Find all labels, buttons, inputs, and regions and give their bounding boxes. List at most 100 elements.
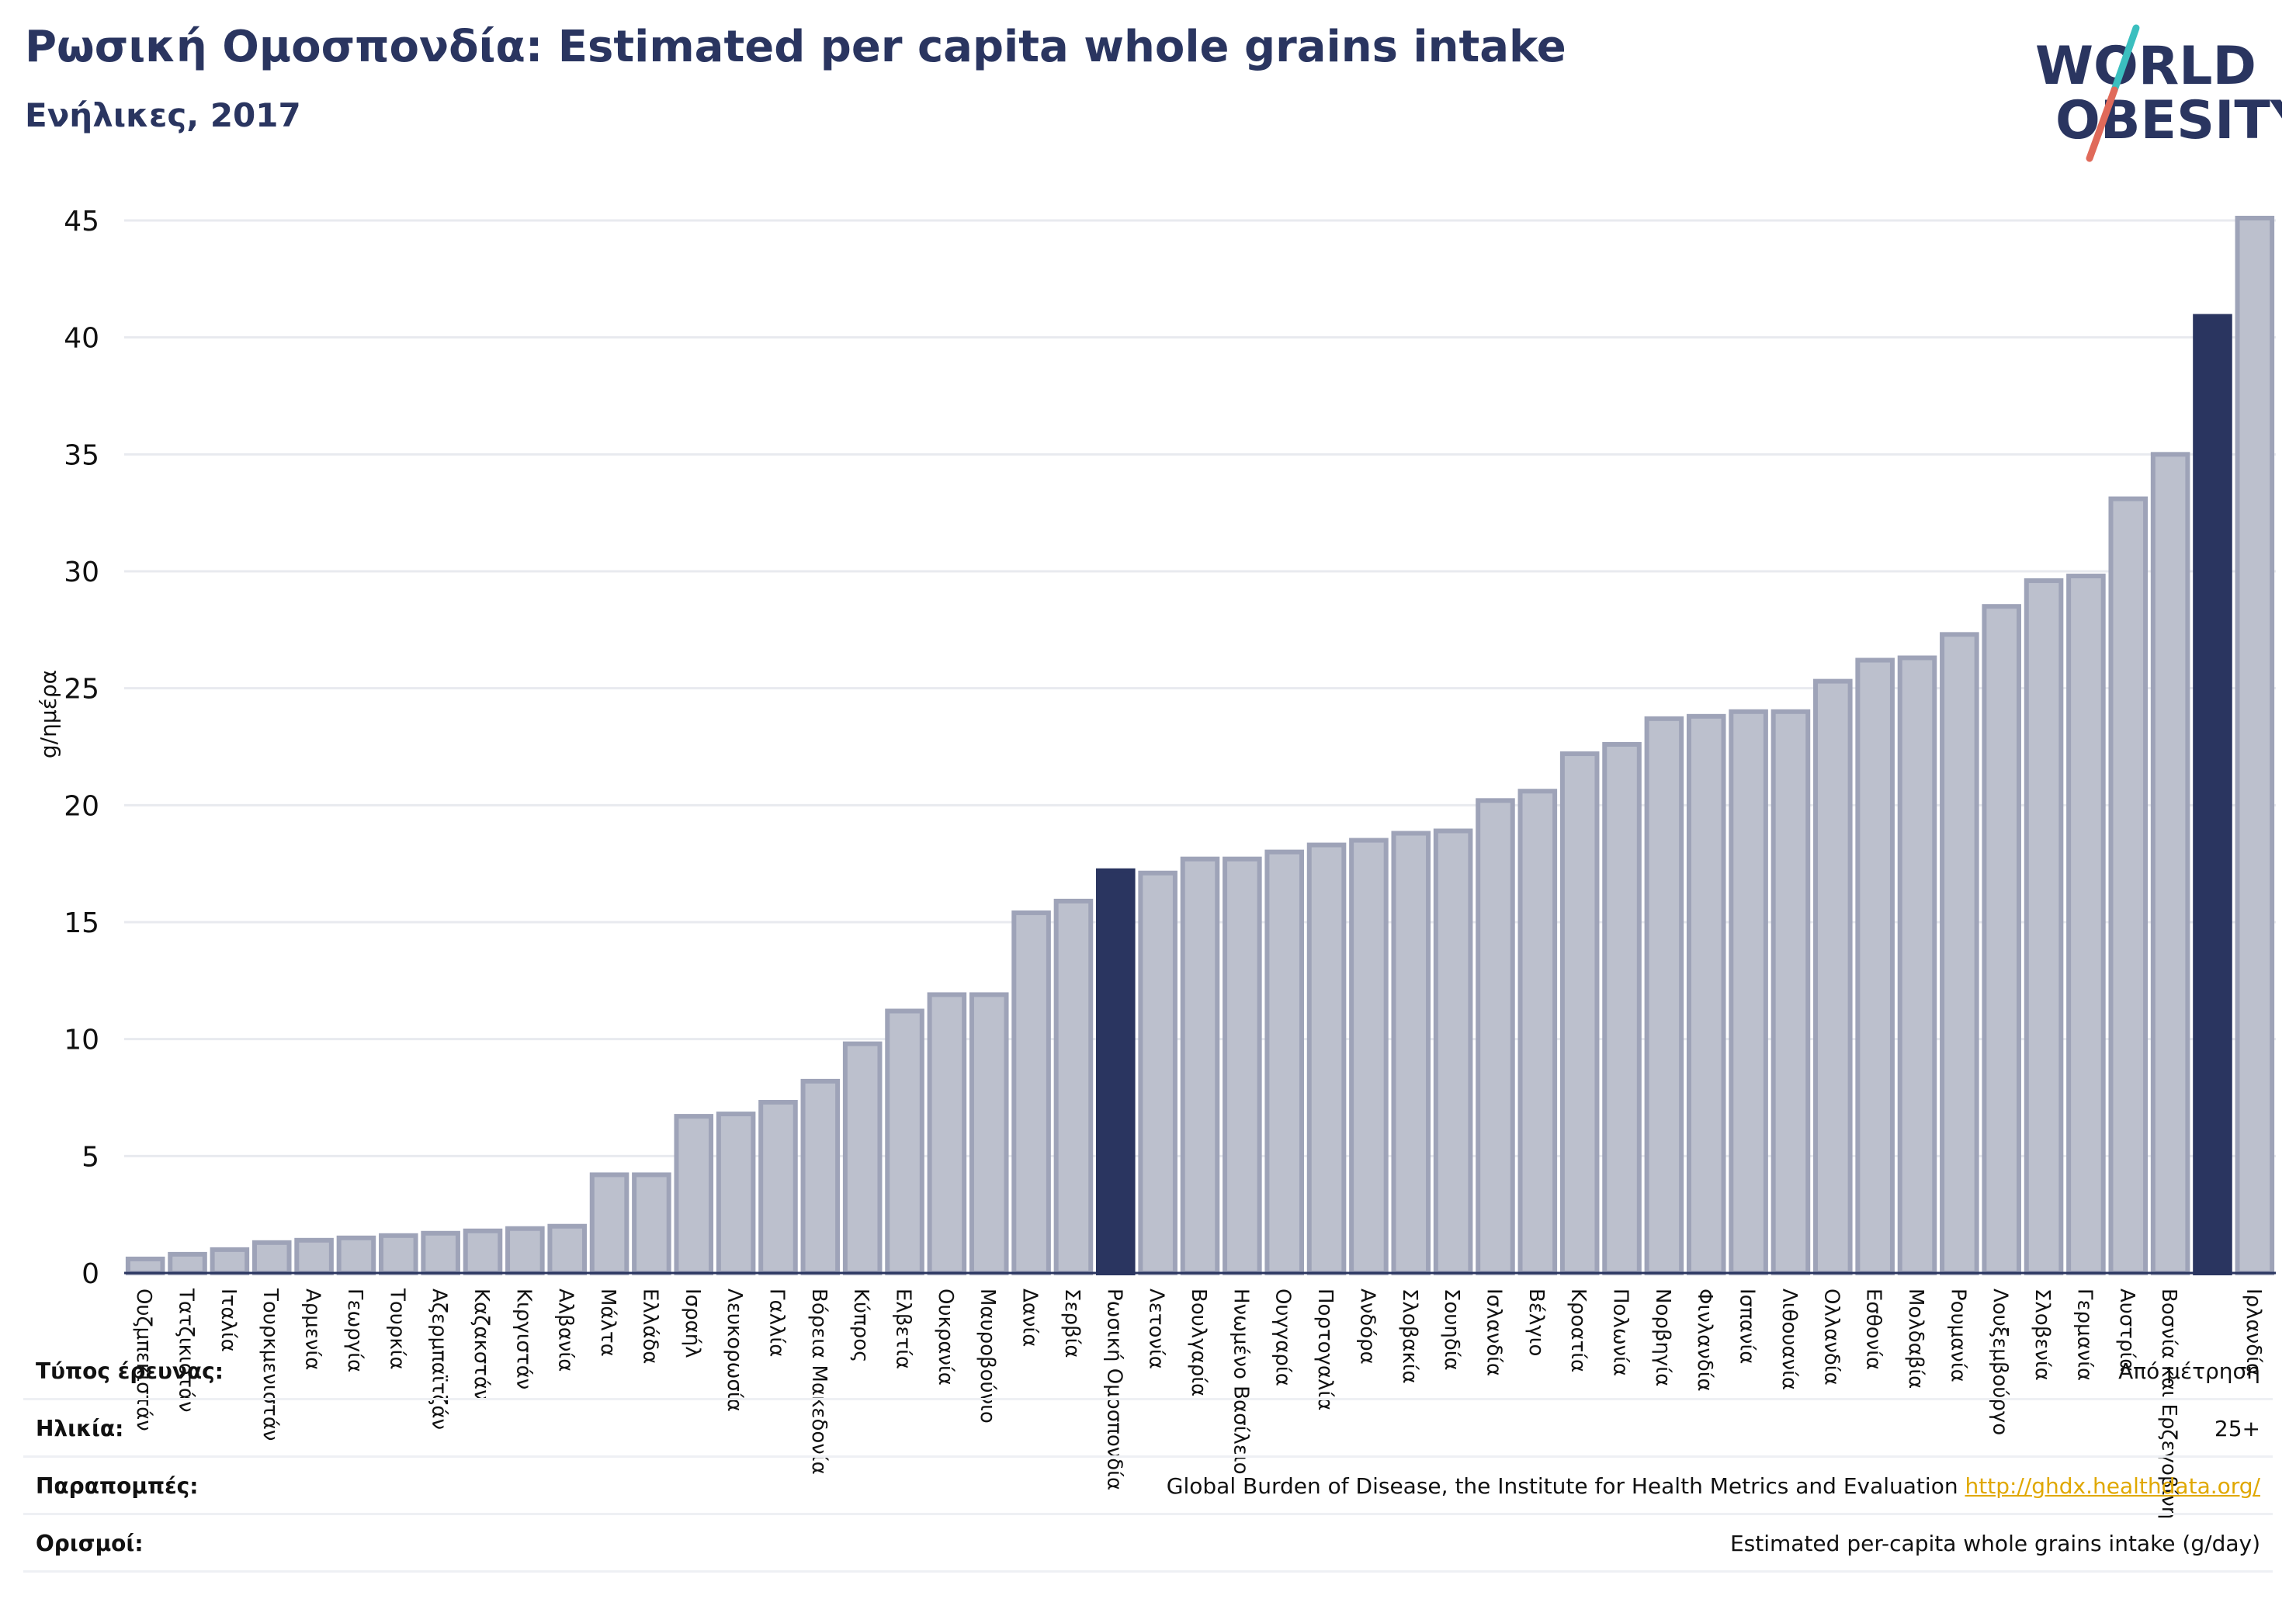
bar — [210, 1247, 250, 1276]
info-label: Ορισμοί: — [36, 1531, 144, 1556]
bar — [2235, 215, 2275, 1275]
x-tick-label: Βουλγαρία — [1187, 1289, 1210, 1396]
info-label: Ηλικία: — [36, 1416, 124, 1441]
bar-highlight — [2193, 314, 2232, 1276]
x-tick-label: Τουρκμενιστάν — [258, 1288, 282, 1441]
bar — [927, 992, 967, 1275]
bar — [1940, 632, 1979, 1275]
bar — [1602, 741, 1642, 1275]
x-tick-label: Εσθονία — [1862, 1289, 1885, 1370]
x-tick-label: Αλβανία — [554, 1289, 577, 1372]
x-tick-label: Βόρεια Μακεδονία — [807, 1289, 831, 1475]
bar — [1559, 751, 1600, 1275]
x-tick-label: Σερβία — [1060, 1289, 1084, 1358]
x-tick-label: Ηνωμένο Βασίλειο — [1229, 1289, 1252, 1475]
info-value-text: Global Burden of Disease, the Institute … — [1166, 1473, 1958, 1499]
x-tick-label: Λευκορωσία — [723, 1289, 746, 1412]
x-tick-label: Μαυροβούνιο — [976, 1289, 999, 1424]
bar — [336, 1235, 376, 1276]
bar — [1011, 910, 1051, 1275]
x-tick-label: Ανδόρα — [1355, 1289, 1379, 1365]
bar — [1897, 655, 1937, 1275]
bar — [294, 1237, 334, 1276]
world-obesity-logo: WORLD OBESITY — [2035, 24, 2282, 162]
x-tick-label: Ουγγαρία — [1271, 1289, 1295, 1386]
x-tick-label: Ιρλανδία — [2242, 1289, 2265, 1376]
bar — [1644, 716, 1684, 1275]
info-row: Ορισμοί: Estimated per-capita whole grain… — [23, 1515, 2273, 1573]
y-tick-label: 0 — [82, 1258, 99, 1290]
x-tick-label: Μολδαβία — [1904, 1289, 1927, 1389]
bar — [1349, 838, 1389, 1275]
info-value: Estimated per-capita whole grains intake… — [1730, 1531, 2260, 1556]
y-tick-label: 20 — [64, 790, 99, 822]
bar — [1391, 831, 1431, 1275]
x-tick-label: Γαλλία — [765, 1289, 788, 1357]
info-value-text: Από μέτρηση — [2118, 1358, 2260, 1384]
x-tick-label: Λιθουανία — [1777, 1289, 1801, 1390]
x-tick-label: Κροατία — [1566, 1289, 1590, 1372]
x-tick-label: Ιταλία — [217, 1289, 240, 1352]
info-row: Ηλικία: 25+ — [23, 1400, 2273, 1458]
bar — [1264, 849, 1304, 1275]
x-tick-label: Σλοβακία — [1398, 1289, 1421, 1384]
y-tick-label: 40 — [64, 323, 99, 355]
x-tick-label: Ισραήλ — [681, 1289, 704, 1358]
x-tick-label: Τουρκία — [385, 1288, 408, 1370]
info-value: Global Burden of Disease, the Institute … — [1167, 1473, 2260, 1499]
bar — [547, 1223, 587, 1275]
info-row: Παραπομπές: Global Burden of Disease, the… — [23, 1458, 2273, 1515]
x-tick-label: Βοσνία και Ερζεγοβίνη — [2157, 1289, 2180, 1519]
x-tick-label: Μάλτα — [596, 1289, 619, 1357]
bar — [1517, 789, 1558, 1275]
x-tick-label: Ρουμανία — [1946, 1289, 1969, 1382]
bar — [1855, 657, 1895, 1275]
x-tick-label: Ουζμπεκιστάν — [132, 1289, 155, 1431]
bar — [2024, 578, 2064, 1275]
logo-slash-red — [2086, 86, 2118, 162]
x-tick-label: Ελβετία — [892, 1289, 915, 1369]
bar — [589, 1172, 629, 1275]
x-tick-label: Αυστρία — [2115, 1289, 2138, 1372]
x-tick-label: Σλοβενία — [2031, 1289, 2054, 1381]
x-tick-label: Πολωνία — [1609, 1289, 1632, 1376]
x-tick-label: Ισλανδία — [1482, 1289, 1505, 1376]
x-tick-label: Ουκρανία — [934, 1289, 957, 1386]
bar — [251, 1240, 292, 1275]
x-tick-label: Λουξεμβούργο — [1989, 1289, 2012, 1435]
x-tick-label: Ισπανία — [1736, 1289, 1759, 1364]
bar — [1771, 709, 1811, 1275]
y-tick-label: 5 — [82, 1141, 99, 1173]
bar — [1813, 678, 1853, 1275]
x-tick-label: Δανία — [1018, 1289, 1042, 1347]
x-tick-label: Γερμανία — [2072, 1289, 2096, 1381]
bar — [842, 1041, 883, 1276]
x-tick-label: Ολλανδία — [1819, 1289, 1843, 1386]
bar — [1686, 713, 1726, 1275]
x-tick-label: Κιργιστάν — [512, 1289, 535, 1389]
info-row: Τύπος έρευνας: Από μέτρηση — [23, 1343, 2273, 1400]
x-tick-label: Αζερμπαϊτζάν — [428, 1289, 451, 1430]
bar — [1223, 856, 1262, 1275]
bar — [379, 1233, 418, 1275]
bar — [2108, 496, 2149, 1275]
x-tick-label: Σουηδία — [1440, 1289, 1463, 1371]
bar — [1053, 898, 1094, 1275]
logo-text-world: WORLD — [2035, 36, 2256, 97]
x-tick-label: Νορβηγία — [1651, 1289, 1674, 1386]
bar-highlight — [1096, 868, 1136, 1275]
bar — [2150, 452, 2190, 1275]
x-tick-label: Κύπρος — [849, 1289, 872, 1362]
bar — [758, 1100, 798, 1275]
info-table: Τύπος έρευνας: Από μέτρηση Ηλικία: 25+ Παραπ… — [23, 1343, 2273, 1573]
y-tick-label: 45 — [64, 206, 99, 238]
info-value: 25+ — [2214, 1416, 2260, 1441]
bar — [1476, 798, 1515, 1275]
y-tick-label: 35 — [64, 439, 99, 471]
x-tick-label: Ελλάδα — [638, 1289, 661, 1364]
bar — [421, 1230, 460, 1275]
source-link[interactable]: http://ghdx.healthdata.org/ — [1965, 1473, 2260, 1499]
bar — [1729, 709, 1768, 1275]
y-tick-label: 10 — [64, 1025, 99, 1056]
